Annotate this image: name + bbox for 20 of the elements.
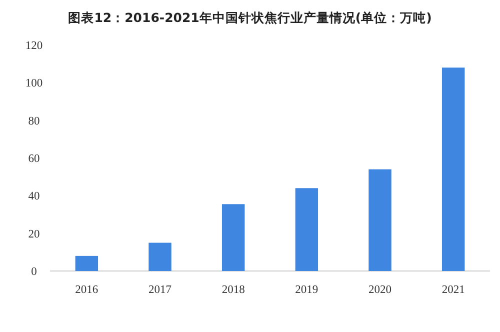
x-tick-label: 2016 (75, 284, 98, 296)
y-tick-label: 80 (28, 115, 40, 128)
bar (222, 204, 245, 271)
y-tick-label: 40 (28, 190, 40, 203)
bar (442, 68, 465, 271)
x-tick-label: 2017 (148, 284, 172, 296)
y-tick-label: 100 (25, 78, 43, 90)
chart-title: 图表12：2016-2021年中国针状焦行业产量情况(单位：万吨) (68, 10, 432, 25)
x-tick-label: 2018 (222, 284, 246, 296)
y-tick-label: 20 (28, 228, 40, 240)
x-tick-label: 2020 (368, 284, 392, 296)
x-tick-label: 2021 (442, 284, 466, 296)
y-tick-label: 120 (25, 40, 43, 52)
bar (368, 169, 392, 271)
bar (75, 256, 98, 271)
y-tick-label: 60 (28, 153, 40, 165)
x-tick-label: 2019 (295, 284, 318, 296)
y-tick-label: 0 (31, 266, 38, 278)
bar (295, 188, 318, 271)
bar (148, 242, 172, 271)
